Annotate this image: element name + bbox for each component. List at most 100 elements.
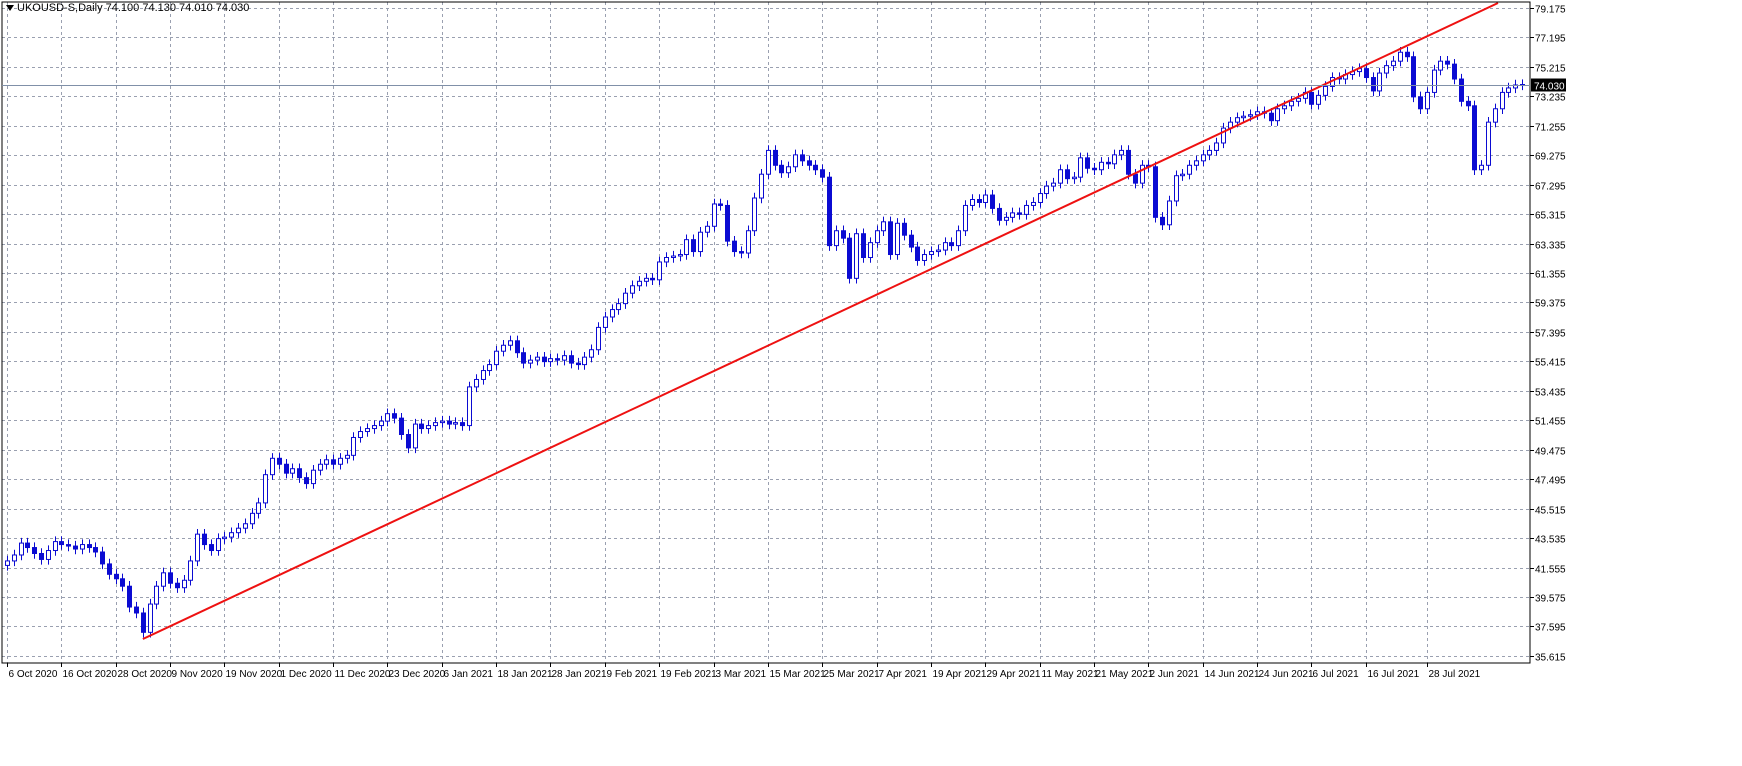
candle-bull-body (644, 277, 649, 282)
candle-bull-body (1255, 111, 1260, 116)
candle (311, 464, 316, 489)
candle (678, 249, 683, 262)
y-tick-label: 55.415 (1535, 358, 1566, 369)
candle (229, 527, 234, 543)
candle (1201, 149, 1206, 167)
candle-bear-body (399, 417, 404, 436)
candle (100, 546, 105, 570)
trendline[interactable] (142, 2, 1499, 640)
candle (841, 225, 846, 244)
candle-bear-body (1269, 112, 1274, 122)
candle (1445, 55, 1450, 70)
candle-bull-body (1207, 149, 1212, 156)
candle (392, 408, 397, 424)
candle-bull-body (1316, 94, 1321, 105)
candle-bear-body (107, 563, 112, 575)
candle-bear-body (1106, 161, 1111, 165)
candle (813, 160, 818, 175)
candle-bull-body (318, 463, 323, 471)
candle-bull-body (1275, 108, 1280, 122)
x-tick-label: 3 Mar 2021 (716, 669, 767, 680)
candle (1187, 160, 1192, 180)
candle (834, 225, 839, 251)
y-tick-label: 73.235 (1535, 93, 1566, 104)
x-tick-label: 28 Oct 2020 (118, 669, 173, 680)
candle (705, 221, 710, 238)
candle (494, 346, 499, 370)
candle (1017, 207, 1022, 220)
candle-bear-body (521, 352, 526, 364)
candle-bull-body (1024, 204, 1029, 215)
candle-bear-body (1153, 166, 1158, 218)
candle (270, 453, 275, 480)
x-tick-label: 24 Jun 2021 (1259, 669, 1314, 680)
candle-bull-body (983, 194, 988, 203)
candle-bull-body (1486, 121, 1491, 166)
candle (1343, 69, 1348, 85)
candle (949, 237, 954, 251)
candle (12, 549, 17, 567)
candle-bear-body (1065, 169, 1070, 180)
candle (691, 234, 696, 257)
chart-menu-triangle-icon[interactable] (6, 5, 14, 11)
candle-bull-body (1140, 164, 1145, 184)
candle (915, 241, 920, 266)
candle-bull-body (1174, 175, 1179, 202)
chart-header: UKOUSD-S,Daily 74.100 74.130 74.010 74.0… (17, 2, 249, 14)
candle-bull-body (290, 468, 295, 474)
candle (154, 581, 159, 610)
grid (2, 2, 1530, 663)
candle-bear-body (847, 237, 852, 279)
candle (134, 601, 139, 619)
y-tick-label: 77.195 (1535, 34, 1566, 45)
x-tick-label: 11 May 2021 (1042, 669, 1100, 680)
candle-bull-body (1099, 161, 1104, 171)
candle-bear-body (1466, 100, 1471, 107)
candle-bull-body (657, 261, 662, 281)
candle-bull-body (236, 527, 241, 534)
candle-bull-body (929, 251, 934, 256)
candle (19, 537, 24, 561)
candle-bear-body (1092, 167, 1097, 171)
candle (1486, 116, 1491, 171)
candle-bear-body (997, 207, 1002, 221)
candle-bear-body (576, 362, 581, 366)
candle-bull-body (664, 257, 669, 263)
candle-bull-body (752, 197, 757, 232)
candle (1425, 87, 1430, 114)
candle (603, 311, 608, 333)
candle-bear-body (1017, 212, 1022, 215)
candle (141, 607, 146, 638)
candle-bull-body (1119, 149, 1124, 156)
candle (637, 276, 642, 291)
candle-bear-body (773, 149, 778, 166)
candle-bear-body (175, 582, 180, 589)
candle (365, 423, 370, 437)
candle (956, 225, 961, 251)
y-tick-label: 45.515 (1535, 506, 1566, 517)
candle-bear-body (134, 606, 139, 614)
candle (1418, 91, 1423, 114)
candle (481, 365, 486, 385)
candle (168, 567, 173, 589)
candle (963, 200, 968, 236)
candle (318, 459, 323, 476)
candle-bull-body (786, 166, 791, 174)
candle-bull-body (610, 309, 615, 318)
candle-bull-body (1289, 100, 1294, 107)
candle (555, 353, 560, 366)
x-tick-label: 29 Apr 2021 (987, 669, 1041, 680)
x-tick-label: 25 Mar 2021 (824, 669, 881, 680)
y-tick-label: 39.575 (1535, 594, 1566, 605)
candle-bull-body (385, 413, 390, 422)
candle (73, 540, 78, 555)
candle (474, 374, 479, 393)
y-tick-label: 43.535 (1535, 535, 1566, 546)
y-tick-label: 59.375 (1535, 299, 1566, 310)
candle (460, 417, 465, 431)
candle-bull-body (1038, 193, 1043, 203)
y-tick-label: 67.295 (1535, 182, 1566, 193)
candle-bear-body (73, 545, 78, 550)
